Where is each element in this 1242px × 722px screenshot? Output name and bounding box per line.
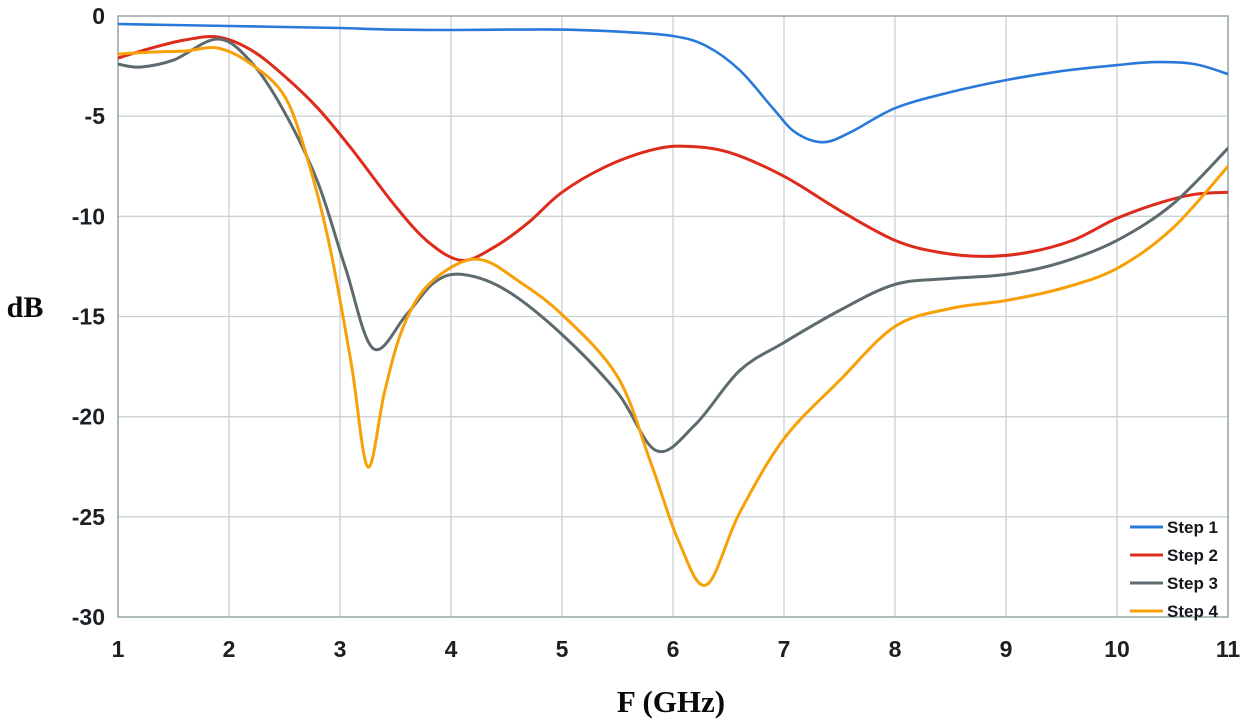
series-line-step-3 — [118, 37, 1228, 454]
y-tick-label: -20 — [72, 404, 105, 430]
plot-border — [117, 15, 1229, 618]
series-line-step-2 — [118, 35, 1228, 262]
legend: Step 1 Step 2 Step 3 Step 4 — [1130, 518, 1219, 621]
series-layer — [118, 22, 1228, 587]
x-tick-label: 9 — [1000, 636, 1013, 662]
x-tick-label: 5 — [556, 636, 569, 662]
legend-label-step-2: Step 2 — [1167, 546, 1218, 565]
y-tick-label: -5 — [85, 103, 106, 129]
series-line-step-4 — [118, 46, 1228, 587]
x-tick-label: 3 — [334, 636, 347, 662]
x-axis-title: F (GHz) — [617, 684, 725, 719]
y-axis-title: dB — [7, 291, 44, 324]
x-tick-label: 11 — [1216, 636, 1241, 662]
legend-item: Step 3 — [1130, 574, 1218, 593]
y-tick-label: -30 — [72, 604, 105, 630]
x-tick-label: 7 — [778, 636, 791, 662]
series-line-step-1 — [118, 22, 1228, 144]
y-tick-label: -25 — [72, 504, 105, 530]
legend-item: Step 2 — [1130, 546, 1218, 565]
x-tick-label: 2 — [223, 636, 236, 662]
legend-label-step-1: Step 1 — [1167, 518, 1218, 537]
x-tick-label: 1 — [112, 636, 125, 662]
y-tick-label: -15 — [72, 304, 105, 330]
y-tick-label: -10 — [72, 203, 105, 229]
y-tick-label: 0 — [92, 3, 105, 29]
legend-item: Step 4 — [1130, 602, 1219, 621]
x-tick-label: 4 — [445, 636, 458, 662]
x-tick-label: 8 — [889, 636, 902, 662]
tick-layer: 0 -5 -10 -15 -20 -25 -30 1 2 3 4 5 6 7 8 9 10 11 — [72, 3, 1241, 662]
legend-label-step-3: Step 3 — [1167, 574, 1218, 593]
legend-label-step-4: Step 4 — [1167, 602, 1219, 621]
x-tick-label: 10 — [1104, 636, 1130, 662]
x-tick-label: 6 — [667, 636, 680, 662]
legend-item: Step 1 — [1130, 518, 1218, 537]
